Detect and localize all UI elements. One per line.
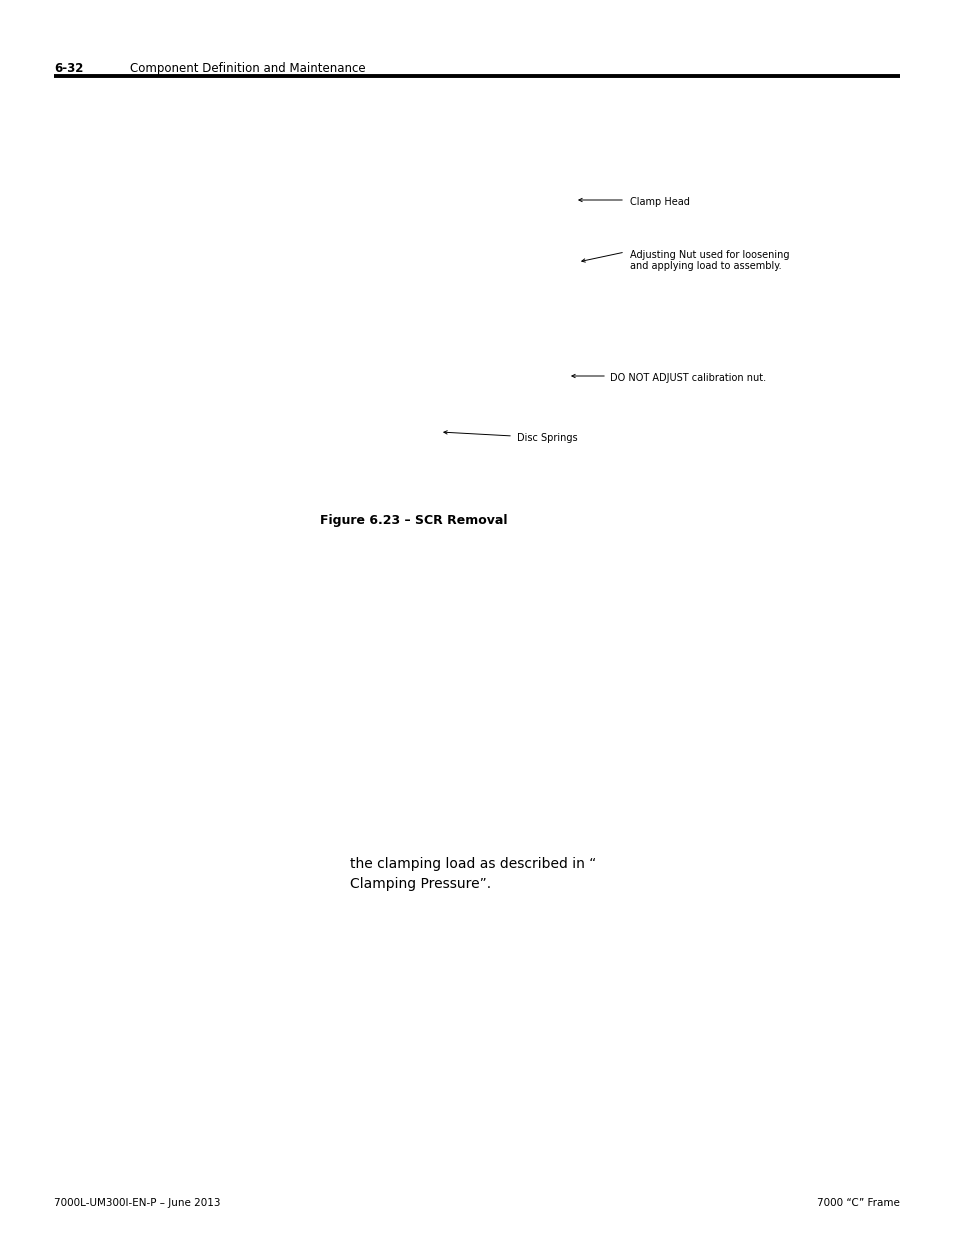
Text: the clamping load as described in “: the clamping load as described in “ [350,857,596,871]
Text: Adjusting Nut used for loosening: Adjusting Nut used for loosening [629,249,789,261]
Text: Component Definition and Maintenance: Component Definition and Maintenance [130,62,365,75]
Text: Clamping Pressure”.: Clamping Pressure”. [350,877,491,890]
Text: Figure 6.23 – SCR Removal: Figure 6.23 – SCR Removal [319,514,507,527]
Text: Clamp Head: Clamp Head [629,198,689,207]
Text: Disc Springs: Disc Springs [517,433,577,443]
Text: 6-32: 6-32 [54,62,83,75]
Text: 7000L-UM300I-EN-P – June 2013: 7000L-UM300I-EN-P – June 2013 [54,1198,220,1208]
Text: and applying load to assembly.: and applying load to assembly. [629,261,781,270]
Text: 7000 “C” Frame: 7000 “C” Frame [817,1198,899,1208]
Text: DO NOT ADJUST calibration nut.: DO NOT ADJUST calibration nut. [609,373,765,383]
